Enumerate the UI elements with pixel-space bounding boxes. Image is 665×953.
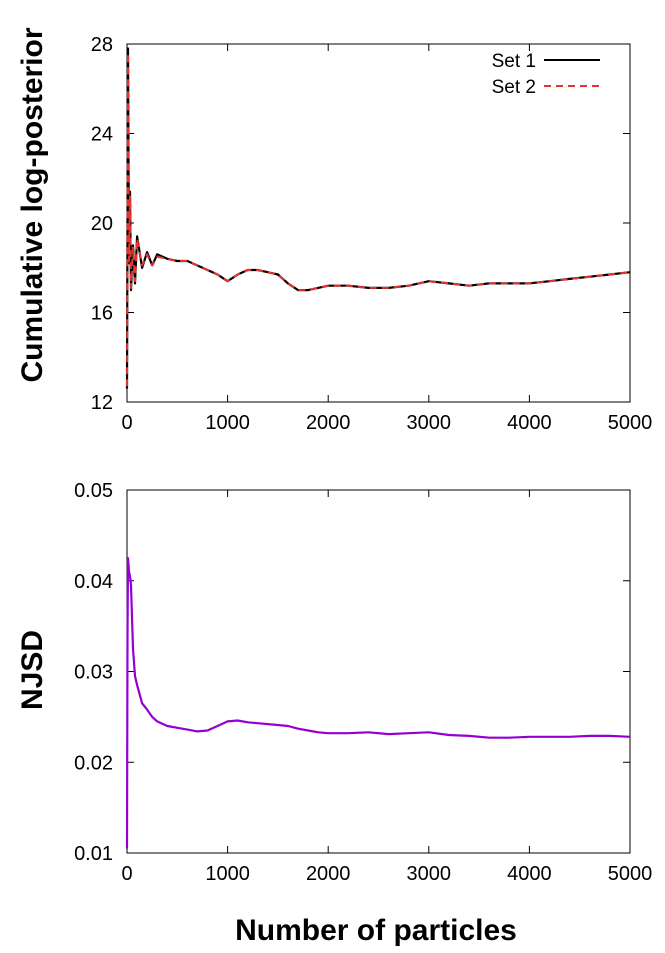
njsd-x-tick-label: 1000: [205, 863, 250, 885]
log-posterior-x-tick-label: 0: [121, 412, 132, 434]
log-posterior-y-tick-label: 28: [91, 34, 113, 56]
njsd-y-tick-label: 0.05: [74, 480, 113, 502]
njsd-x-tick-label: 5000: [608, 863, 653, 885]
log-posterior-y-tick-label: 12: [91, 392, 113, 414]
njsd-y-tick-label: 0.02: [74, 752, 113, 774]
njsd-y-tick-label: 0.04: [74, 571, 113, 593]
log-posterior-series-line-1: [125, 47, 631, 389]
njsd-y-tick-label: 0.01: [74, 843, 113, 865]
legend-label-2: Set 2: [492, 77, 536, 98]
log-posterior-panel: 0 1000 2000 3000 4000 5000 12 16 20 24 28 Set 1 Set …: [91, 34, 653, 434]
x-axis-title: Number of particles: [235, 914, 517, 947]
njsd-x-tick-label: 0: [121, 863, 132, 885]
njsd-panel: 0 1000 2000 3000 4000 5000 0.01 0.02 0.03 0.04 0.0…: [74, 480, 652, 885]
log-posterior-x-tick-label: 4000: [507, 412, 552, 434]
njsd-y-tick-label: 0.03: [74, 662, 113, 684]
njsd-x-tick-label: 4000: [507, 863, 552, 885]
log-posterior-x-tick-label: 1000: [205, 412, 250, 434]
log-posterior-plot-frame: [126, 43, 631, 403]
legend-label-1: Set 1: [492, 51, 536, 72]
log-posterior-x-tick-label: 3000: [407, 412, 452, 434]
log-posterior-x-tick-label: 2000: [306, 412, 351, 434]
log-posterior-x-tick-label: 5000: [608, 412, 653, 434]
njsd-plot-frame: [126, 489, 631, 854]
njsd-series-line-1: [125, 556, 631, 849]
njsd-x-tick-label: 2000: [306, 863, 351, 885]
log-posterior-y-axis-title: Cumulative log-posterior: [16, 27, 49, 382]
njsd-y-axis-title: NJSD: [16, 630, 49, 710]
log-posterior-y-tick-label: 24: [91, 124, 113, 146]
log-posterior-series-line-2: [126, 51, 631, 387]
log-posterior-y-tick-label: 16: [91, 303, 113, 325]
log-posterior-y-tick-label: 20: [91, 213, 113, 235]
njsd-x-tick-label: 3000: [407, 863, 452, 885]
